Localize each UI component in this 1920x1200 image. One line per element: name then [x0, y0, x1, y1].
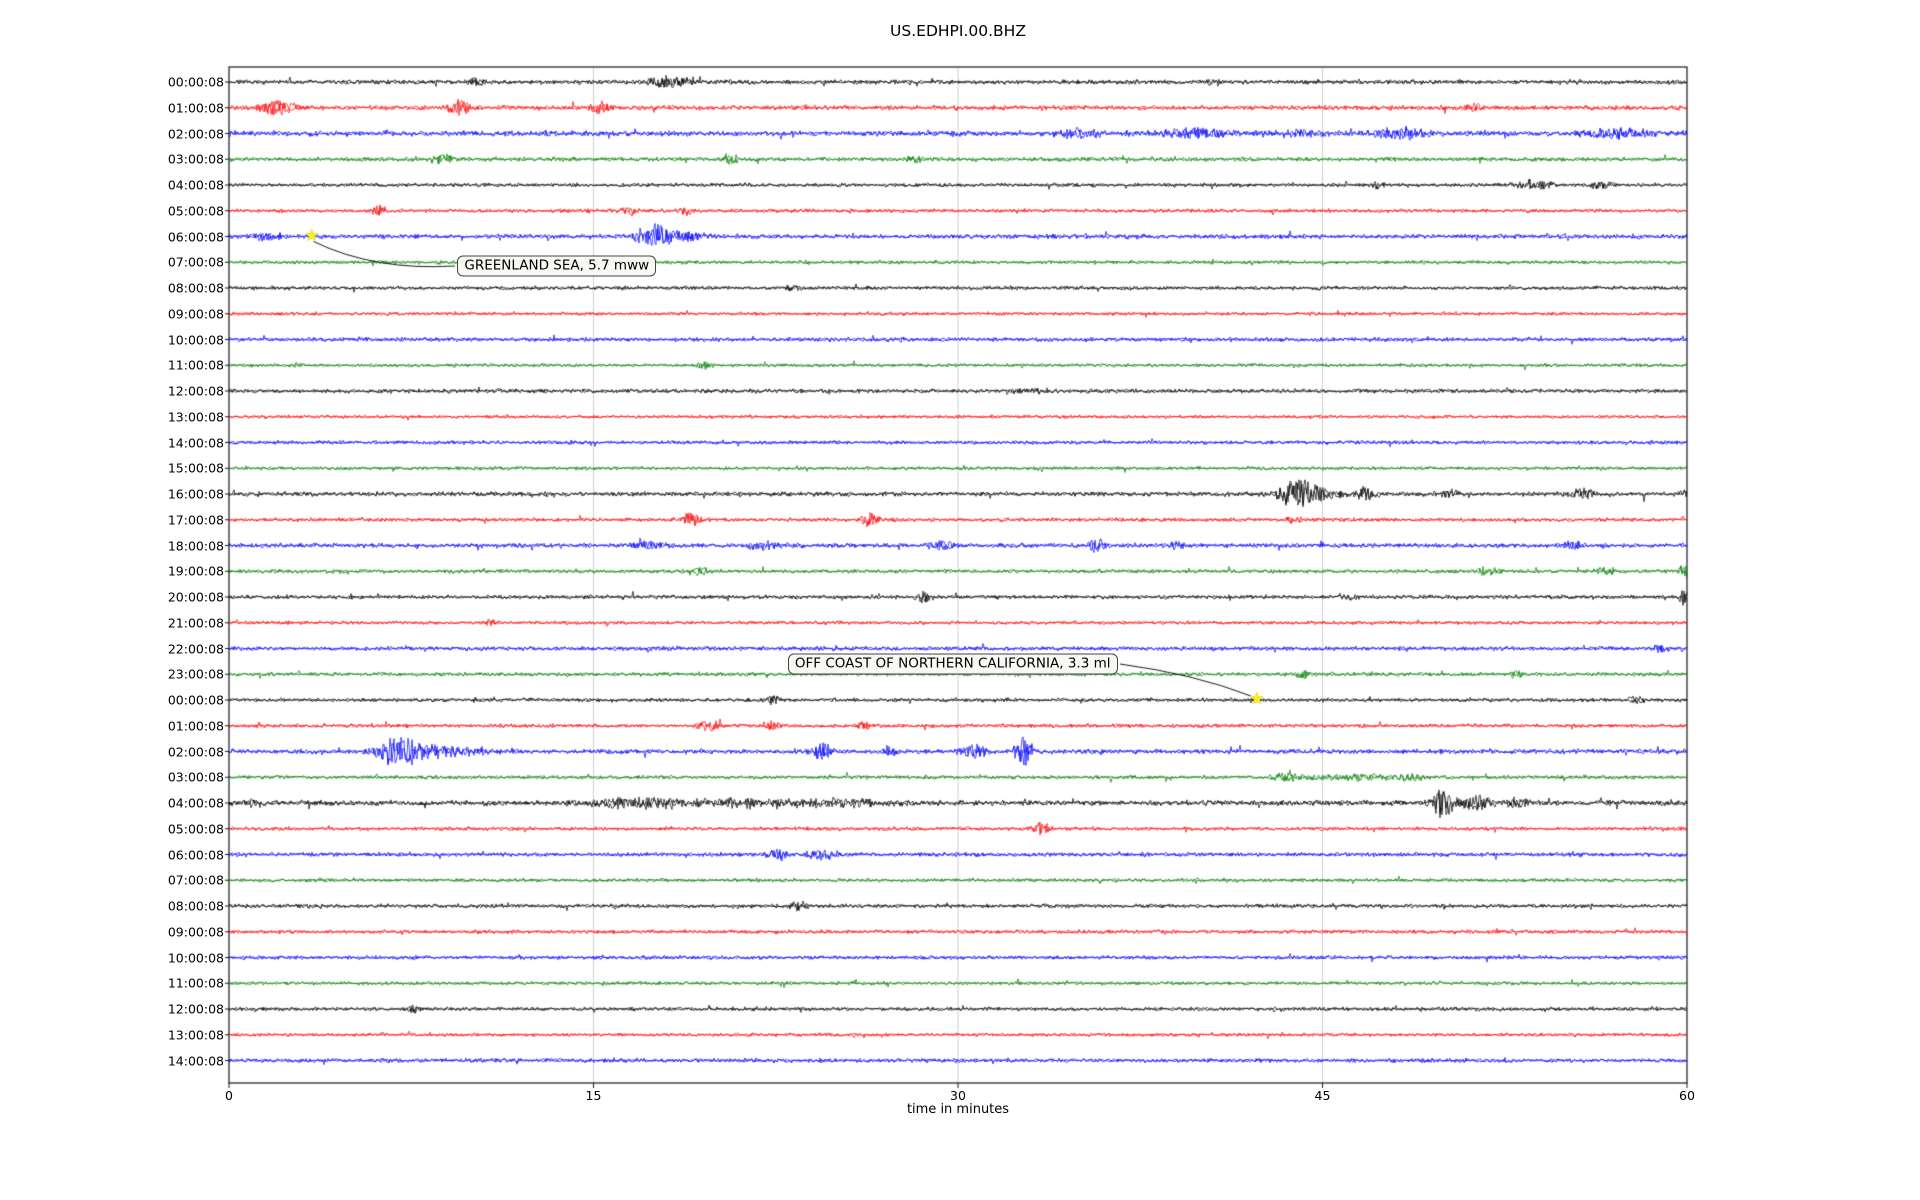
trace-time-label: 16:00:08 — [167, 486, 224, 502]
figure-title: US.EDHPI.00.BHZ — [890, 22, 1026, 40]
trace-time-label: 11:00:08 — [167, 357, 224, 373]
trace-time-label: 13:00:08 — [167, 1027, 224, 1043]
trace-time-label: 21:00:08 — [167, 615, 224, 631]
trace-time-label: 02:00:08 — [167, 744, 224, 759]
trace-time-label: 22:00:08 — [167, 641, 224, 656]
x-axis-tick-label: 15 — [585, 1088, 602, 1103]
x-axis-tick-label: 30 — [950, 1088, 966, 1103]
trace-time-label: 01:00:08 — [167, 718, 224, 734]
trace-time-label: 19:00:08 — [167, 563, 224, 579]
trace-time-label: 03:00:08 — [167, 769, 224, 785]
trace-time-label: 08:00:08 — [167, 898, 224, 914]
trace-time-label: 01:00:08 — [167, 100, 224, 116]
x-axis-tick-label: 45 — [1314, 1088, 1331, 1103]
trace-time-label: 08:00:08 — [167, 280, 224, 296]
trace-time-label: 06:00:08 — [167, 229, 224, 244]
trace-time-label: 18:00:08 — [167, 538, 224, 553]
trace-time-label: 06:00:08 — [167, 847, 224, 862]
trace-time-label: 09:00:08 — [167, 306, 224, 322]
trace-time-label: 10:00:08 — [167, 950, 224, 965]
trace-time-label: 11:00:08 — [167, 975, 224, 991]
trace-time-label: 03:00:08 — [167, 151, 224, 167]
trace-time-label: 09:00:08 — [167, 924, 224, 940]
trace-time-label: 04:00:08 — [167, 177, 224, 193]
trace-time-label: 07:00:08 — [167, 872, 224, 888]
event-annotation-label: OFF COAST OF NORTHERN CALIFORNIA, 3.3 ml — [787, 653, 1118, 675]
trace-time-label: 07:00:08 — [167, 254, 224, 270]
trace-time-label: 17:00:08 — [167, 512, 224, 528]
trace-time-label: 23:00:08 — [167, 666, 224, 682]
trace-time-label: 15:00:08 — [167, 460, 224, 476]
trace-time-label: 02:00:08 — [167, 126, 224, 141]
trace-time-label: 00:00:08 — [167, 692, 224, 708]
trace-time-label: 14:00:08 — [167, 435, 224, 450]
event-annotation-label: GREENLAND SEA, 5.7 mww — [457, 255, 657, 277]
trace-time-label: 04:00:08 — [167, 795, 224, 811]
trace-time-label: 14:00:08 — [167, 1053, 224, 1068]
trace-time-label: 20:00:08 — [167, 589, 224, 605]
event-star-icon: ★ — [1249, 688, 1265, 709]
trace-time-label: 05:00:08 — [167, 203, 224, 219]
trace-time-label: 13:00:08 — [167, 409, 224, 425]
trace-time-label: 12:00:08 — [167, 383, 224, 399]
x-axis-tick-label: 60 — [1679, 1088, 1695, 1103]
trace-time-label: 05:00:08 — [167, 821, 224, 837]
event-star-icon: ★ — [303, 225, 320, 246]
trace-time-label: 10:00:08 — [167, 332, 224, 347]
x-axis-label: time in minutes — [906, 1102, 1010, 1117]
trace-time-label: 00:00:08 — [167, 74, 224, 90]
x-axis-tick-label: 0 — [225, 1088, 233, 1103]
trace-time-label: 12:00:08 — [167, 1001, 224, 1017]
